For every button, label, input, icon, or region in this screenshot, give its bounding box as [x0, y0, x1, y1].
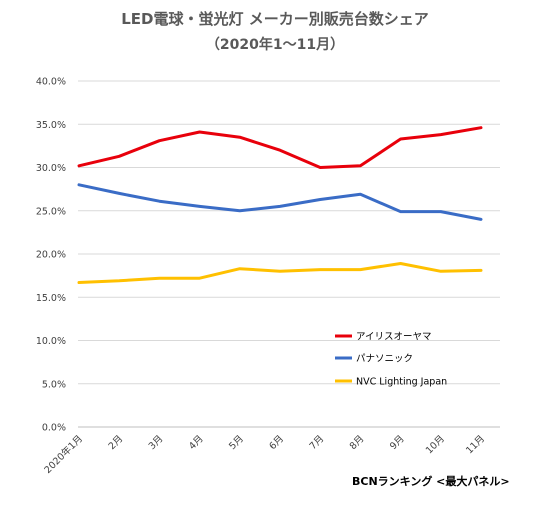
source-label: BCNランキング <最大パネル>: [352, 475, 510, 488]
x-tick-label: 4月: [187, 433, 206, 452]
series-line: [77, 126, 483, 169]
legend-label: パナソニック: [356, 354, 413, 365]
x-tick-label: 2月: [107, 433, 126, 452]
x-tick-label: 3月: [147, 433, 166, 452]
y-axis-ticks: 0.0% 5.0% 10.0% 15.0% 20.0% 25.0% 30.0% 35.0% 40…: [36, 77, 66, 434]
gridlines: [78, 80, 500, 428]
legend-label: NVC Lighting Japan: [356, 377, 447, 388]
series-line: [77, 183, 483, 221]
y-tick-label: 40.0%: [36, 77, 66, 88]
x-tick-label: 10月: [424, 433, 447, 456]
chart-subtitle: （2020年1～11月）: [205, 37, 345, 53]
y-tick-label: 0.0%: [42, 423, 66, 434]
legend-label: アイリスオーヤマ: [356, 332, 432, 343]
x-tick-label: 8月: [348, 433, 367, 452]
x-tick-label: 11月: [464, 433, 487, 456]
y-tick-label: 30.0%: [36, 163, 66, 174]
x-tick-label: 7月: [308, 433, 327, 452]
series-lines: [77, 126, 483, 284]
y-tick-label: 10.0%: [36, 336, 66, 347]
y-tick-label: 25.0%: [36, 206, 66, 217]
x-tick-label: 9月: [388, 433, 407, 452]
chart-title: LED電球・蛍光灯 メーカー別販売台数シェア: [121, 10, 429, 28]
series-line: [77, 262, 483, 284]
y-tick-label: 35.0%: [36, 120, 66, 131]
x-axis-ticks: 2020年1月 2月 3月 4月 5月 6月 7月 8月 9月 10月 11月: [42, 433, 487, 476]
y-tick-label: 15.0%: [36, 293, 66, 304]
x-tick-label: 2020年1月: [42, 433, 85, 476]
y-tick-label: 5.0%: [42, 379, 66, 390]
x-tick-label: 6月: [267, 433, 286, 452]
y-tick-label: 20.0%: [36, 250, 66, 261]
x-tick-label: 5月: [227, 433, 246, 452]
